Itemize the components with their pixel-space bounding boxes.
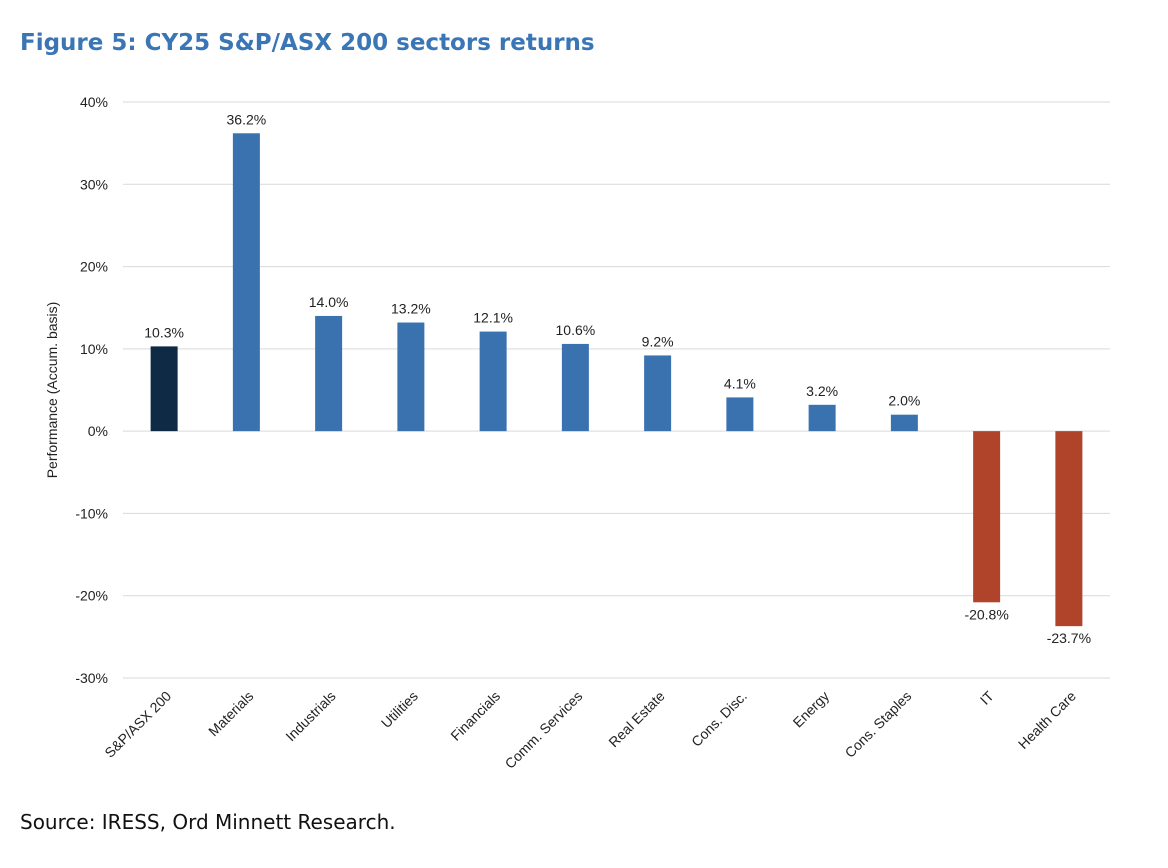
bar [644, 355, 672, 432]
data-label: -20.8% [964, 606, 1008, 622]
x-tick-label: IT [977, 687, 997, 707]
source-note: Source: IRESS, Ord Minnett Research. [20, 810, 396, 834]
bar [726, 397, 754, 432]
data-label: 36.2% [227, 111, 267, 127]
x-tick-label: Energy [790, 688, 833, 731]
y-tick-label: -20% [75, 588, 108, 604]
data-label: 10.6% [556, 322, 596, 338]
data-label: 4.1% [724, 375, 756, 391]
x-tick-label: S&P/ASX 200 [101, 688, 174, 761]
data-labels: 10.3% 36.2% 14.0% 13.2% 12.1% 10.6% 9.2% 4.1% 3.… [144, 111, 1091, 646]
x-tick-label: Industrials [282, 688, 338, 744]
data-label: 13.2% [391, 301, 431, 317]
grid-layer [123, 101, 1110, 679]
data-label: 12.1% [473, 310, 513, 326]
x-tick-label: Health Care [1015, 688, 1079, 752]
x-tick-label: Materials [205, 688, 256, 739]
x-tick-label: Comm. Services [502, 688, 586, 772]
x-tick-label: Financials [447, 688, 503, 744]
bar [973, 431, 1001, 603]
y-tick-label: 0% [88, 423, 108, 439]
figure-title: Figure 5: CY25 S&P/ASX 200 sectors retur… [20, 30, 595, 56]
bar [397, 322, 425, 432]
y-tick-label: 20% [80, 259, 108, 275]
bar [479, 331, 507, 432]
data-label: 3.2% [806, 383, 838, 399]
y-tick-label: -30% [75, 670, 108, 686]
bars [150, 133, 1083, 627]
data-label: -23.7% [1047, 630, 1091, 646]
x-axis-ticks: S&P/ASX 200 Materials Industrials Utilities… [101, 687, 1079, 771]
bar [1055, 431, 1083, 627]
bar [150, 346, 178, 432]
data-label: 2.0% [888, 393, 920, 409]
y-tick-label: -10% [75, 505, 108, 521]
y-tick-label: 30% [80, 176, 108, 192]
bar [561, 343, 589, 432]
bar [808, 404, 836, 432]
x-tick-label: Cons. Disc. [688, 688, 750, 750]
y-tick-label: 10% [80, 341, 108, 357]
y-axis-label: Performance (Accum. basis) [44, 302, 60, 479]
y-axis-ticks: 40% 30% 20% 10% 0% -10% -20% -30% [75, 94, 108, 686]
x-tick-label: Real Estate [605, 688, 668, 751]
y-tick-label: 40% [80, 94, 108, 110]
x-tick-label: Utilities [378, 688, 421, 731]
data-label: 14.0% [309, 294, 349, 310]
bar [315, 315, 343, 432]
bar [890, 414, 918, 432]
data-label: 9.2% [642, 333, 674, 349]
bar-chart: 40% 30% 20% 10% 0% -10% -20% -30% 10.3% 36.2% 14.… [44, 94, 1110, 772]
x-tick-label: Cons. Staples [842, 688, 915, 761]
data-label: 10.3% [144, 324, 184, 340]
bar [232, 133, 260, 432]
